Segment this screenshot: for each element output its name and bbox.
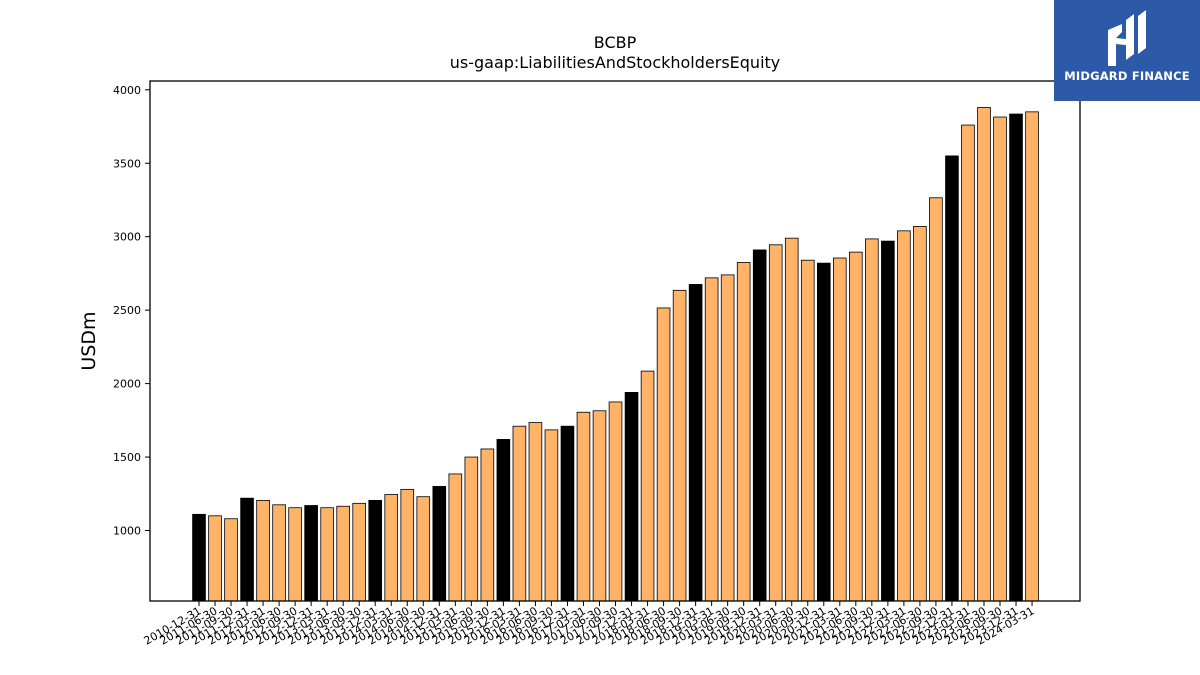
- bar: [464, 456, 479, 602]
- bar: [752, 249, 767, 602]
- bars-group: [192, 107, 1039, 602]
- bar: [288, 507, 302, 602]
- y-tick-label: 4000: [113, 84, 141, 97]
- chart-subtitle: us-gaap:LiabilitiesAndStockholdersEquity: [450, 53, 781, 72]
- y-tick-label: 1500: [113, 451, 141, 464]
- plot-frame: [149, 80, 1081, 602]
- bar: [416, 496, 431, 602]
- x-ticks-group: 2010-12-312011-06-302011-09-302011-12-31…: [142, 601, 1037, 648]
- bar: [881, 240, 895, 602]
- bar: [224, 518, 238, 602]
- y-tick-label: 3000: [113, 231, 141, 244]
- bar: [993, 116, 1007, 602]
- bar: [833, 257, 847, 602]
- bar: [560, 425, 575, 602]
- bar: [736, 262, 751, 602]
- bar: [1025, 111, 1039, 602]
- bar: [368, 499, 383, 602]
- bar: [592, 410, 607, 602]
- bar: [977, 107, 991, 602]
- bar: [929, 197, 943, 602]
- y-ticks-group: 1000 1500 2000 2500 3000 3500 4000: [113, 84, 150, 537]
- bar: [240, 497, 254, 602]
- bar: [320, 507, 334, 602]
- bar: [432, 486, 447, 602]
- bar: [208, 515, 222, 602]
- bar: [256, 499, 270, 602]
- bar: [688, 284, 703, 602]
- bar: [512, 425, 527, 602]
- bar: [400, 488, 415, 602]
- bar: [544, 429, 559, 602]
- brand-name: MIDGARD FINANCE: [1064, 69, 1190, 83]
- bar: [800, 259, 815, 602]
- bar: [672, 289, 687, 602]
- brand-badge: MIDGARD FINANCE: [1054, 0, 1200, 101]
- bar: [849, 251, 863, 602]
- bar: [384, 494, 399, 602]
- midgard-logo-icon: [1108, 10, 1146, 66]
- bar: [336, 505, 350, 602]
- bar: [897, 230, 911, 602]
- bar: [624, 392, 639, 602]
- bar: [961, 124, 975, 602]
- bar: [768, 244, 783, 602]
- bar: [528, 422, 543, 602]
- bar: [496, 439, 511, 602]
- bar: [656, 307, 671, 602]
- bar: [448, 473, 463, 602]
- y-axis-label: USDm: [78, 311, 100, 370]
- bar: [704, 277, 719, 602]
- y-tick-label: 3500: [113, 157, 141, 170]
- bar: [576, 411, 591, 602]
- bar: [192, 513, 206, 602]
- bar: [304, 505, 318, 602]
- bar: [1009, 113, 1023, 602]
- bar: [945, 155, 959, 602]
- bar: [913, 226, 927, 602]
- bar: [352, 502, 366, 602]
- y-tick-label: 2500: [113, 304, 141, 317]
- bar: [272, 504, 286, 602]
- bar: [784, 237, 799, 602]
- bar: [640, 370, 655, 602]
- chart-title: BCBP: [594, 33, 637, 52]
- bar: [608, 401, 623, 602]
- y-tick-label: 2000: [113, 378, 141, 391]
- bar: [816, 262, 831, 602]
- y-tick-label: 1000: [113, 524, 141, 537]
- bar: [865, 238, 879, 602]
- bar: [480, 448, 495, 602]
- bar: [720, 274, 735, 602]
